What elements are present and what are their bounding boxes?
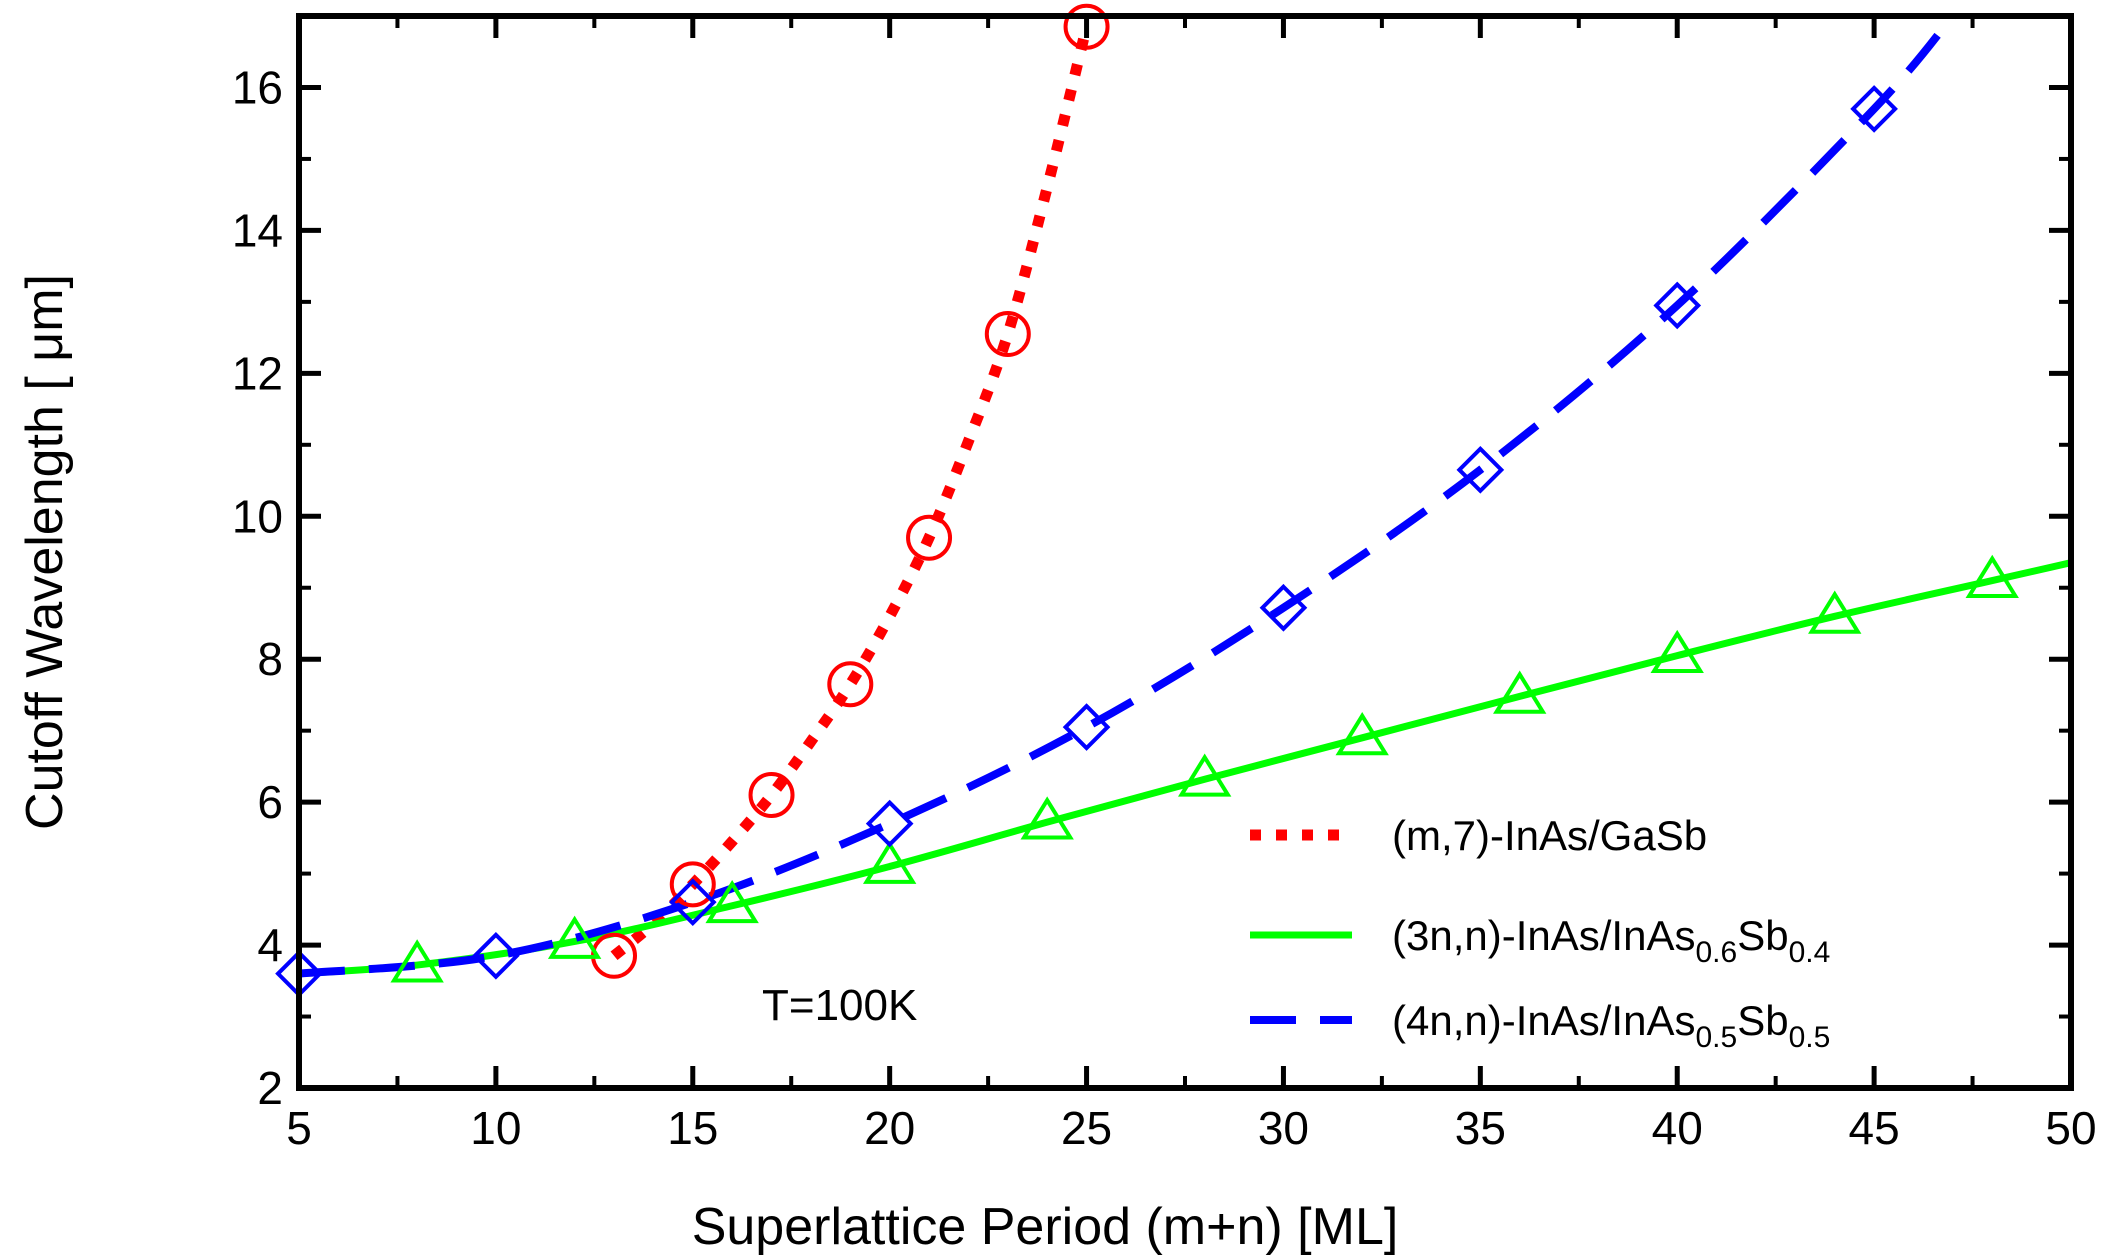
triangle-marker [862,840,917,884]
y-axis-title: Cutoff Wavelength [ μm] [16,274,74,830]
diamond-marker [1259,583,1308,632]
x-tick-label: 35 [1455,1102,1506,1154]
triangle-marker [1808,590,1862,634]
diamond-marker [668,878,717,927]
x-tick-label: 20 [864,1102,915,1154]
diamond-marker [1653,281,1702,330]
y-tick-label: 2 [257,1062,283,1114]
x-tick-label: 45 [1849,1102,1900,1154]
series-line-3 [299,16,1956,978]
x-tick-label: 50 [2045,1102,2096,1154]
legend-label-1: (m,7)-InAs/GaSb [1392,812,1707,859]
x-tick-label: 10 [470,1102,521,1154]
markers-layer [275,3,2019,998]
x-tick-label: 40 [1652,1102,1703,1154]
circle-marker [669,861,716,908]
plot-background [299,16,2071,1088]
legend-label-2: (3n,n)-InAs/InAs0.6Sb0.4 [1392,912,1830,969]
legend: (m,7)-InAs/GaSb (3n,n)-InAs/InAs0.6Sb0.4 (… [1250,812,1830,1054]
circle-marker [906,514,953,561]
triangle-marker [1493,670,1547,714]
series-line-2 [299,559,2071,978]
triangle-marker [705,879,759,924]
circle-marker [748,771,795,818]
legend-label-3: (4n,n)-InAs/InAs0.5Sb0.5 [1392,997,1830,1054]
diamond-marker [1062,703,1111,751]
x-tick-label: 15 [667,1102,718,1154]
y-tick-label: 14 [232,204,283,256]
x-tick-label: 25 [1061,1102,1112,1154]
y-tick-label: 10 [232,490,283,542]
y-tick-label: 4 [257,919,283,971]
triangle-marker [1020,796,1074,840]
circle-marker [1063,3,1110,50]
tick-labels: 5 10 15 20 25 30 35 40 45 50 2 4 6 8 10 12 14 16 [232,61,2097,1154]
plot-frame [296,13,2074,1091]
triangle-marker [1178,753,1232,797]
y-tick-label: 8 [257,633,283,685]
triangle-marker [1650,629,1704,674]
triangle-marker [1335,712,1389,756]
series-line-1 [610,25,1092,961]
temperature-annotation: T=100K [762,981,917,1030]
diamond-marker [865,799,914,848]
x-tick-label: 5 [286,1102,312,1154]
diamond-marker [1850,85,1898,133]
series-layer [299,16,2071,978]
triangle-marker [547,915,602,959]
x-tick-label: 30 [1258,1102,1309,1154]
triangle-marker [1965,554,2019,598]
circle-marker [827,661,874,708]
y-tick-label: 12 [232,347,283,399]
y-tick-label: 6 [257,776,283,828]
circle-marker [984,311,1031,358]
triangle-marker [390,939,444,983]
y-tick-label: 16 [232,61,283,113]
diamond-marker [1456,445,1505,494]
diamond-marker [472,931,520,980]
x-axis-title: Superlattice Period (m+n) [ML] [692,1198,1399,1256]
